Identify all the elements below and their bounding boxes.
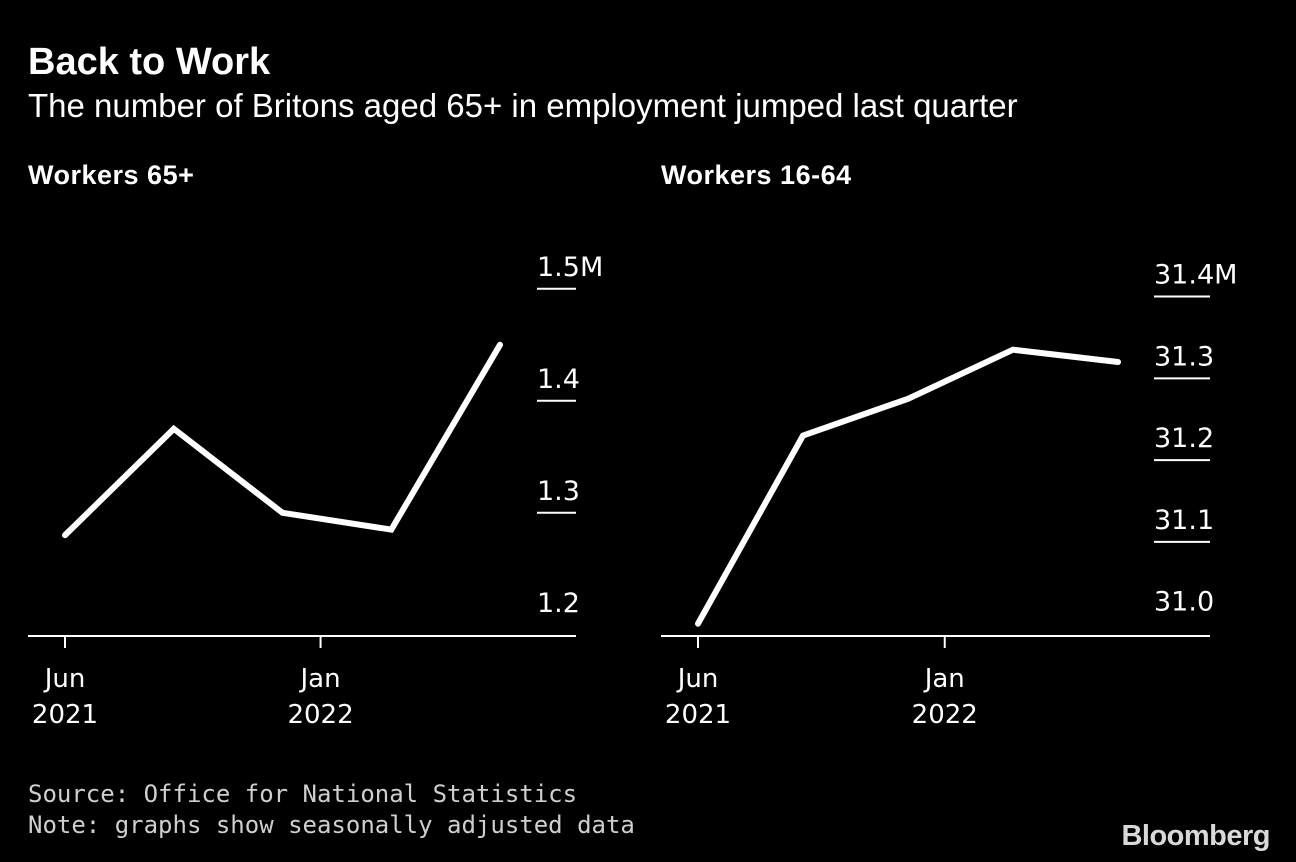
panel-title-workers-65-plus: Workers 65+ (28, 160, 195, 190)
y-tick-label: 31.0 (1154, 587, 1214, 618)
x-tick-label-year: 2022 (287, 700, 353, 730)
x-tick-label-month: Jan (923, 664, 965, 694)
chart-workers-16-64: 31.4M 31.3 31.2 31.1 31.0 Jun 2021 Jan 2022 (661, 260, 1237, 730)
footnote: Note: graphs show seasonally adjusted da… (28, 811, 635, 839)
x-tick-label-year: 2021 (32, 700, 98, 730)
y-tick-label: 1.2 (537, 588, 580, 619)
x-tick-label-year: 2021 (665, 700, 731, 730)
y-tick-label: 1.5M (537, 252, 603, 283)
x-tick-label-month: Jun (43, 664, 86, 694)
y-tick-label: 1.3 (537, 476, 580, 507)
series-line (695, 346, 1121, 627)
y-tick-label: 31.2 (1154, 423, 1214, 454)
x-tick-label-month: Jun (676, 664, 719, 694)
y-tick-label: 31.4M (1154, 260, 1237, 291)
chart-subtitle: The number of Britons aged 65+ in employ… (28, 87, 1018, 124)
y-tick-label: 31.3 (1154, 341, 1214, 372)
chart-workers-65-plus: 1.5M 1.4 1.3 1.2 Jun 2021 Jan 2022 (28, 252, 603, 730)
bloomberg-logo: Bloomberg (1121, 820, 1270, 852)
x-tick-label-month: Jan (299, 664, 341, 694)
chart-title: Back to Work (28, 41, 271, 83)
panel-title-workers-16-64: Workers 16-64 (661, 160, 852, 190)
x-tick-label-year: 2022 (912, 700, 978, 730)
source-note: Source: Office for National Statistics (28, 780, 578, 808)
y-tick-label: 1.4 (537, 364, 580, 395)
y-tick-label: 31.1 (1154, 505, 1214, 536)
